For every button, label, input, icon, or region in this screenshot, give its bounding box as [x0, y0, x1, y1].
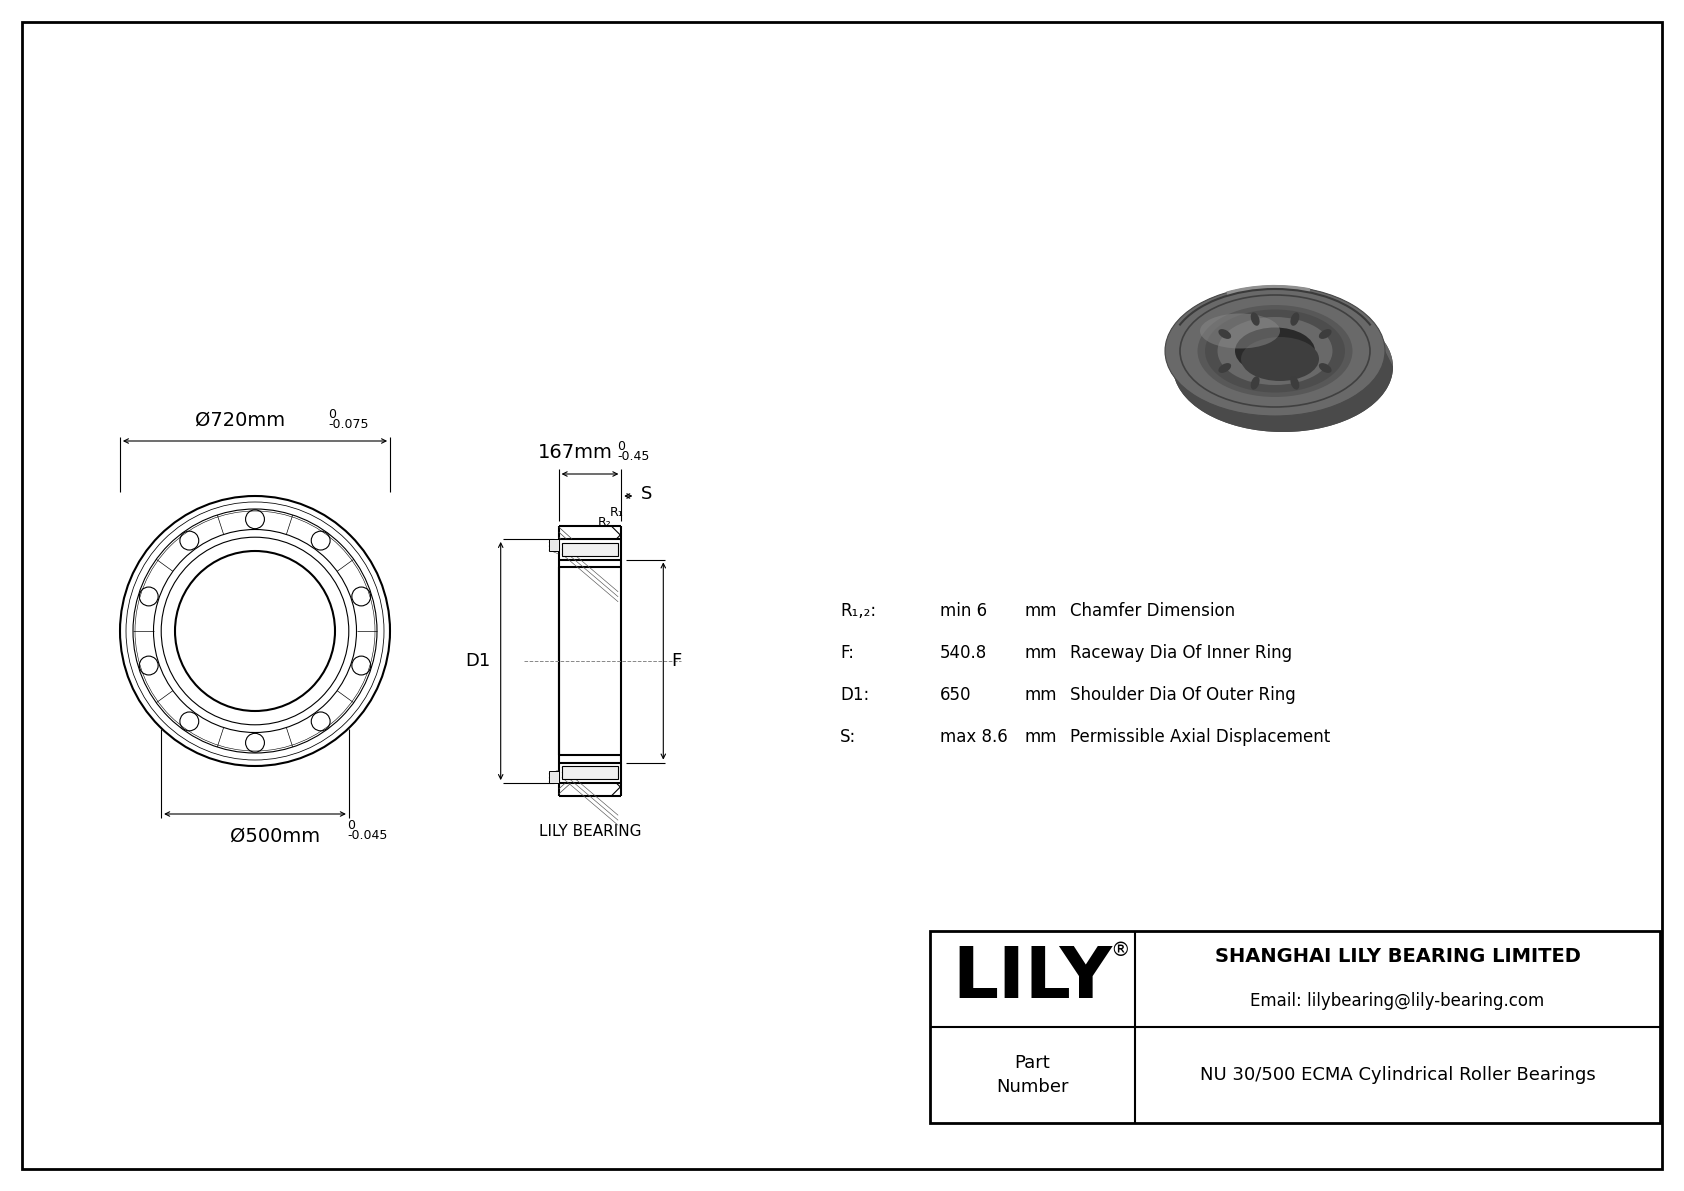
- Text: mm: mm: [1026, 686, 1058, 704]
- Text: mm: mm: [1026, 728, 1058, 746]
- Polygon shape: [1165, 286, 1393, 367]
- Ellipse shape: [1197, 305, 1352, 397]
- Text: Raceway Dia Of Inner Ring: Raceway Dia Of Inner Ring: [1069, 644, 1292, 662]
- Text: Ø500mm: Ø500mm: [231, 827, 320, 846]
- Ellipse shape: [1251, 376, 1260, 389]
- Text: max 8.6: max 8.6: [940, 728, 1007, 746]
- Text: LILY BEARING: LILY BEARING: [539, 824, 642, 838]
- Text: Permissible Axial Displacement: Permissible Axial Displacement: [1069, 728, 1330, 746]
- Text: Part
Number: Part Number: [995, 1054, 1068, 1096]
- Text: 540.8: 540.8: [940, 644, 987, 662]
- Text: D1:: D1:: [840, 686, 869, 704]
- Ellipse shape: [1201, 313, 1280, 349]
- Text: Ø720mm: Ø720mm: [195, 411, 285, 430]
- Ellipse shape: [1174, 303, 1393, 432]
- Text: min 6: min 6: [940, 601, 987, 621]
- Text: mm: mm: [1026, 601, 1058, 621]
- Text: R₁,₂:: R₁,₂:: [840, 601, 876, 621]
- Ellipse shape: [1319, 329, 1332, 339]
- Text: LILY: LILY: [951, 944, 1111, 1014]
- Text: D1: D1: [465, 651, 490, 671]
- Text: ®: ®: [1110, 942, 1130, 960]
- Text: 650: 650: [940, 686, 972, 704]
- Text: F: F: [672, 651, 682, 671]
- Ellipse shape: [1241, 337, 1319, 381]
- Text: S: S: [642, 485, 653, 503]
- Text: R₁: R₁: [610, 506, 623, 519]
- Text: Shoulder Dia Of Outer Ring: Shoulder Dia Of Outer Ring: [1069, 686, 1295, 704]
- Text: -0.075: -0.075: [328, 418, 369, 431]
- Text: mm: mm: [1026, 644, 1058, 662]
- Text: NU 30/500 ECMA Cylindrical Roller Bearings: NU 30/500 ECMA Cylindrical Roller Bearin…: [1199, 1066, 1595, 1084]
- Ellipse shape: [1290, 312, 1300, 326]
- Bar: [549, 540, 559, 551]
- Ellipse shape: [1234, 328, 1315, 374]
- Ellipse shape: [1219, 363, 1231, 373]
- Text: 0: 0: [347, 819, 355, 833]
- Text: F:: F:: [840, 644, 854, 662]
- Bar: [549, 771, 559, 782]
- Text: S:: S:: [840, 728, 855, 746]
- Bar: [930, 931, 1660, 1123]
- Ellipse shape: [1165, 286, 1384, 416]
- Text: Chamfer Dimension: Chamfer Dimension: [1069, 601, 1234, 621]
- Ellipse shape: [1206, 310, 1346, 393]
- Text: 167mm: 167mm: [537, 443, 613, 462]
- Text: SHANGHAI LILY BEARING LIMITED: SHANGHAI LILY BEARING LIMITED: [1214, 948, 1581, 967]
- Text: 0: 0: [616, 439, 625, 453]
- Text: 0: 0: [328, 409, 337, 420]
- Ellipse shape: [1290, 376, 1300, 389]
- Bar: [562, 543, 618, 556]
- Ellipse shape: [1219, 329, 1231, 339]
- Text: -0.45: -0.45: [616, 450, 650, 463]
- Text: -0.045: -0.045: [347, 829, 387, 842]
- Text: Email: lilybearing@lily-bearing.com: Email: lilybearing@lily-bearing.com: [1251, 992, 1544, 1010]
- Ellipse shape: [1251, 312, 1260, 326]
- Ellipse shape: [1319, 363, 1332, 373]
- Polygon shape: [1165, 351, 1393, 432]
- Bar: [562, 766, 618, 779]
- Text: R₂: R₂: [598, 516, 611, 529]
- Ellipse shape: [1218, 317, 1332, 385]
